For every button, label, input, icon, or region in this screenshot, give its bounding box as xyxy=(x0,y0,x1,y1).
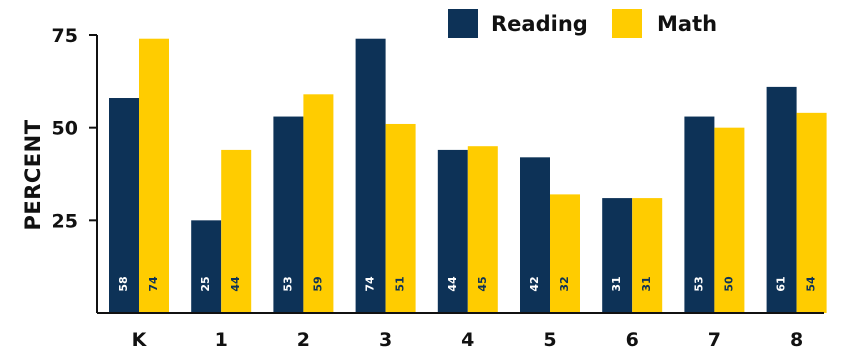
y-axis-label: PERCENT xyxy=(21,119,45,230)
x-tick-label: 8 xyxy=(790,329,803,351)
legend-swatch-math xyxy=(612,9,642,38)
bar-value-label: 74 xyxy=(364,276,377,292)
bar-value-label: 44 xyxy=(446,276,459,292)
x-tick-label: 4 xyxy=(461,329,474,351)
bar-reading-3 xyxy=(355,38,386,313)
bar-value-label: 32 xyxy=(558,276,571,291)
legend-swatch-reading xyxy=(448,9,478,38)
bar-math-2 xyxy=(303,94,334,313)
bar-math-4 xyxy=(467,146,498,313)
bar-value-label: 50 xyxy=(722,276,735,292)
x-tick-label: 6 xyxy=(626,329,639,351)
bar-value-label: 31 xyxy=(640,276,653,291)
y-tick-label: 50 xyxy=(52,118,78,140)
legend-label-math: Math xyxy=(657,12,717,36)
bar-value-label: 53 xyxy=(281,276,294,291)
bar-reading-6 xyxy=(602,198,633,313)
bar-math-8 xyxy=(796,112,827,313)
bar-reading-8 xyxy=(766,86,797,313)
x-tick-label: 5 xyxy=(543,329,556,351)
bar-value-label: 53 xyxy=(692,276,705,291)
bar-math-6 xyxy=(632,198,663,313)
y-axis-ticks: 25 50 75 xyxy=(52,25,97,232)
bar-reading-k xyxy=(109,98,139,313)
bar-reading-4 xyxy=(437,149,468,313)
x-tick-label: 1 xyxy=(215,329,228,351)
legend-label-reading: Reading xyxy=(491,12,588,36)
bar-value-label: 44 xyxy=(229,276,242,292)
x-tick-label: 3 xyxy=(379,329,392,351)
bar-value-label: 31 xyxy=(610,276,623,291)
bar-value-labels: 58 74 25 44 53 59 74 51 44 45 42 32 31 31 53 50 61 54 xyxy=(117,276,818,292)
x-tick-label: 2 xyxy=(297,329,310,351)
x-tick-label: K xyxy=(132,329,148,351)
bar-value-label: 58 xyxy=(117,276,130,291)
bar-math-7 xyxy=(714,127,745,314)
y-tick-label: 25 xyxy=(52,210,78,232)
x-tick-label: 7 xyxy=(708,329,721,351)
bar-reading-5 xyxy=(520,157,550,313)
bar-value-label: 25 xyxy=(199,276,212,291)
bar-value-label: 59 xyxy=(311,276,324,291)
bar-reading-2 xyxy=(273,116,304,314)
bar-value-label: 51 xyxy=(394,276,407,291)
bar-math-1 xyxy=(221,149,252,313)
bar-math-3 xyxy=(385,123,416,314)
bar-math-k xyxy=(139,38,169,313)
bar-reading-7 xyxy=(684,116,715,314)
bar-math-5 xyxy=(550,194,580,313)
legend: Reading Math xyxy=(448,9,717,38)
bar-reading-1 xyxy=(191,220,222,313)
bar-value-label: 54 xyxy=(805,276,818,292)
x-axis-ticks: K 1 2 3 4 5 6 7 8 xyxy=(132,329,804,351)
y-tick-label: 75 xyxy=(52,25,78,47)
bar-value-label: 74 xyxy=(147,276,160,292)
bar-value-label: 61 xyxy=(775,276,788,291)
bar-value-label: 45 xyxy=(476,276,489,291)
bars xyxy=(109,38,827,314)
bar-value-label: 42 xyxy=(528,276,541,291)
